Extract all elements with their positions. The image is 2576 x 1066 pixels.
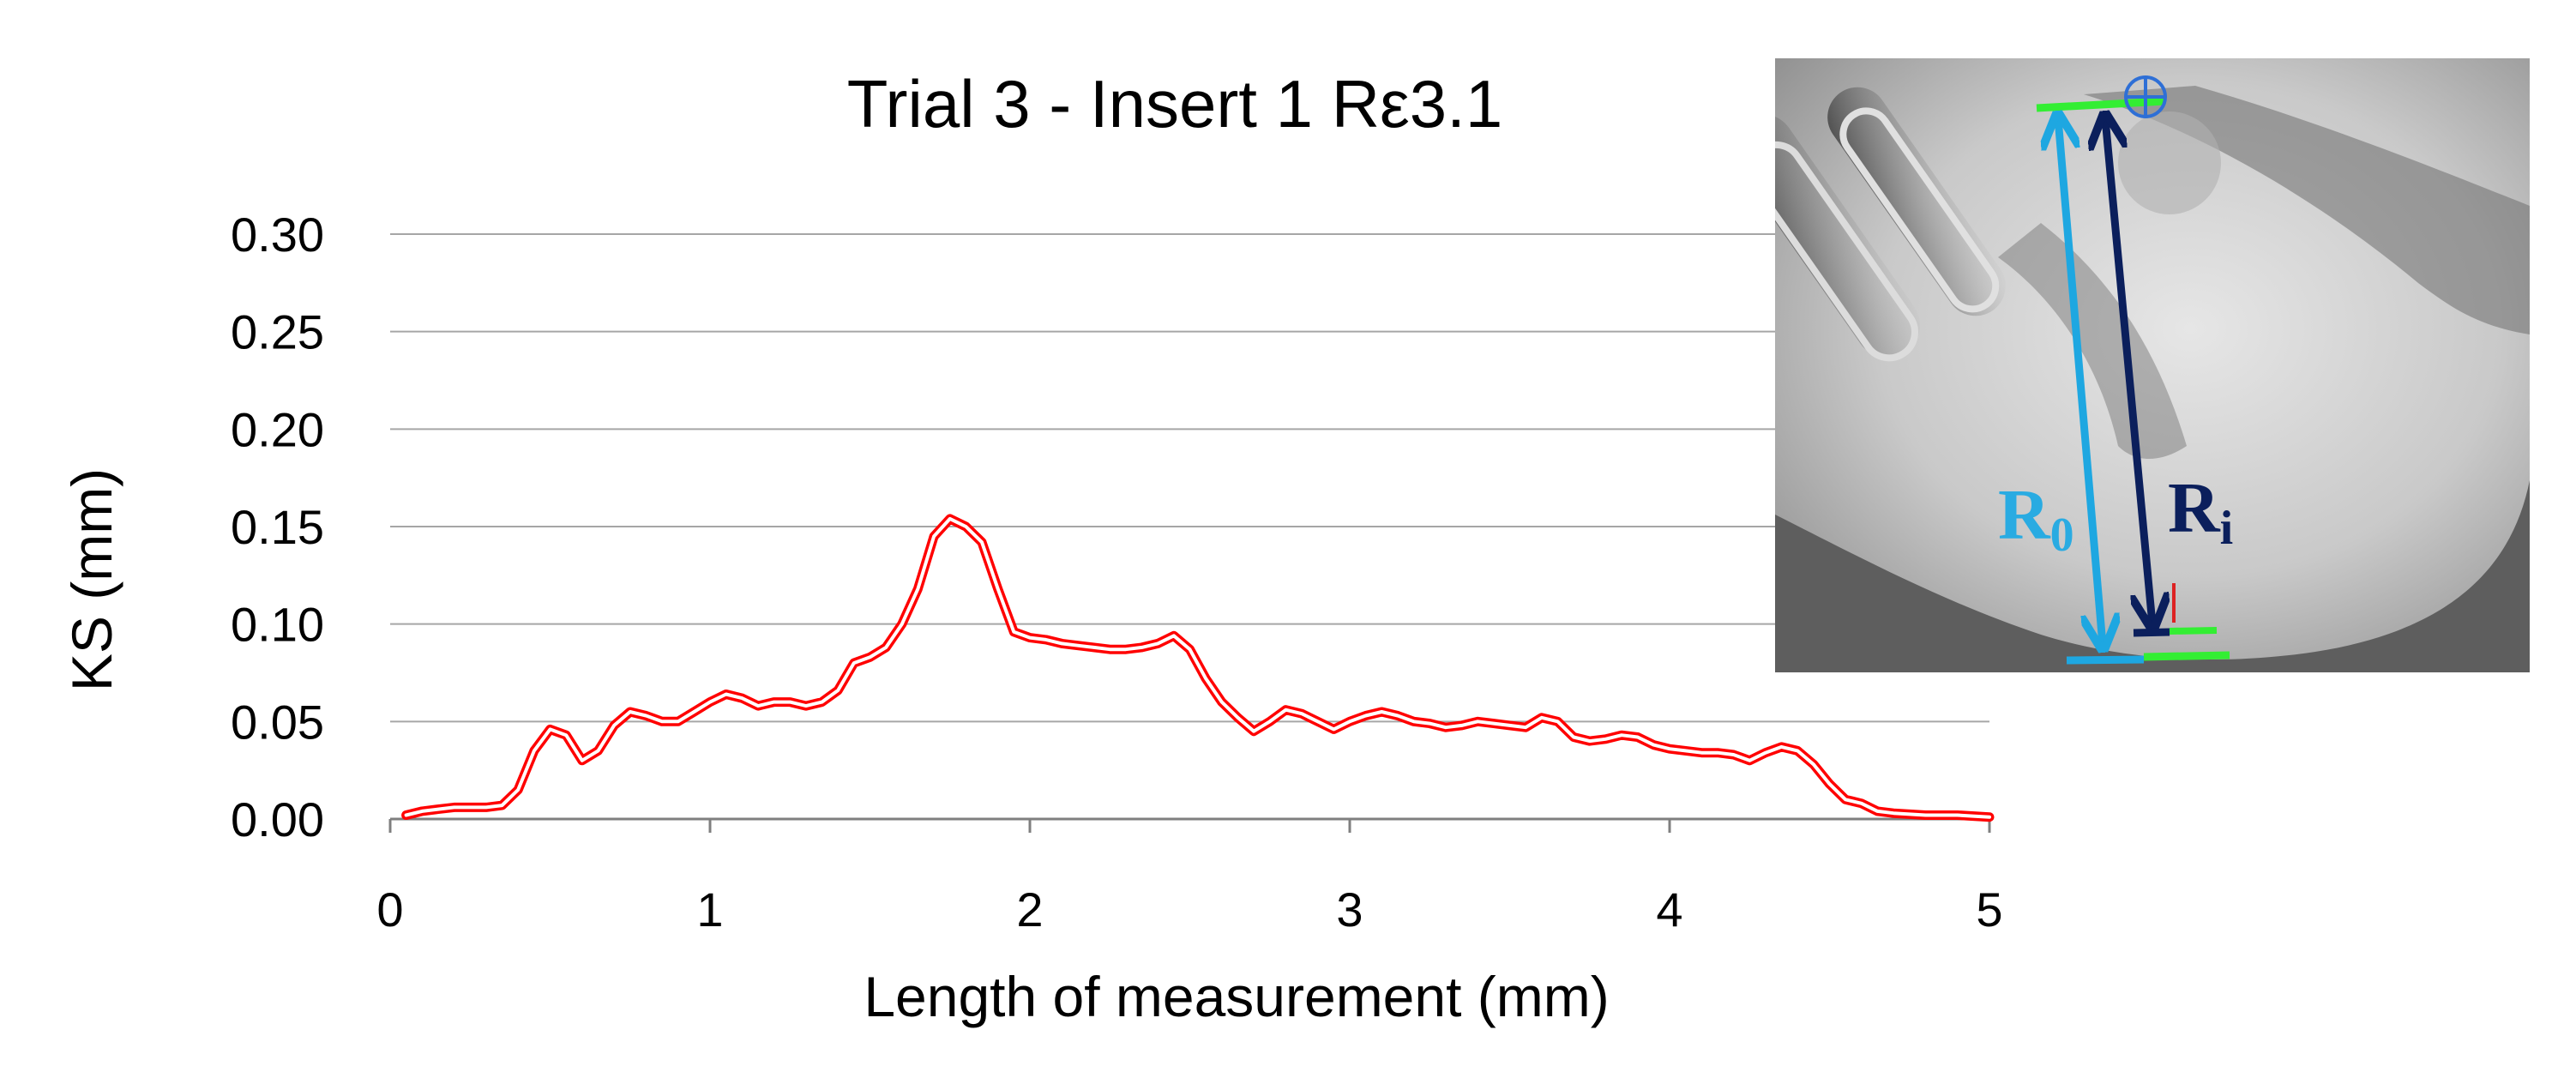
groove-4 (1839, 107, 2000, 313)
r0-label-sub: 0 (2050, 509, 2074, 562)
groove-1 (1775, 113, 1920, 358)
base-line-light (2066, 655, 2145, 665)
x-axis-title: Length of measurement (mm) (864, 965, 1609, 1028)
x-tick-label: 3 (1336, 882, 1363, 937)
x-tick-label: 1 (696, 882, 723, 937)
ri-label-sub: i (2220, 502, 2234, 555)
bump (2118, 111, 2221, 214)
x-tick-label: 2 (1016, 882, 1043, 937)
groove-3 (1827, 87, 2006, 316)
ri-label: Ri (2168, 468, 2233, 555)
y-tick-label: 0.30 (231, 208, 324, 262)
reference-line-tip (2169, 627, 2218, 635)
y-tick-label: 0.00 (231, 792, 324, 846)
chart-title: Trial 3 - Insert 1 Rε3.1 (847, 66, 1502, 142)
y-tick-label: 0.25 (231, 305, 324, 359)
y-axis: 0.00 0.05 0.10 0.15 0.20 0.25 0.30 (231, 208, 324, 846)
y-tick-label: 0.20 (231, 402, 324, 456)
crosshair-icon (2124, 75, 2167, 118)
shadow-region (2084, 86, 2530, 334)
reference-line-bottom (2143, 651, 2230, 661)
r0-label: R0 (1998, 475, 2074, 562)
x-axis: 0 1 2 3 4 5 (376, 817, 2003, 937)
x-tick-label: 0 (376, 882, 403, 937)
inset-micrograph: R0 Ri (1775, 58, 2530, 672)
series-line-inner (404, 516, 1991, 819)
x-tick-label: 5 (1976, 882, 2002, 937)
r0-label-main: R (1998, 475, 2051, 555)
y-tick-label: 0.10 (231, 598, 324, 652)
series-line-outer (401, 514, 1995, 822)
ri-label-main: R (2168, 468, 2221, 548)
ri-base-line (2133, 628, 2170, 637)
series-group (401, 514, 1995, 822)
groove-2 (1775, 141, 1918, 362)
y-tick-label: 0.15 (231, 500, 324, 554)
gridlines (390, 233, 1989, 723)
y-tick-label: 0.05 (231, 695, 324, 749)
y-axis-title: KS (mm) (60, 468, 123, 691)
x-tick-label: 4 (1656, 882, 1682, 937)
ri-arrow (2105, 118, 2152, 624)
